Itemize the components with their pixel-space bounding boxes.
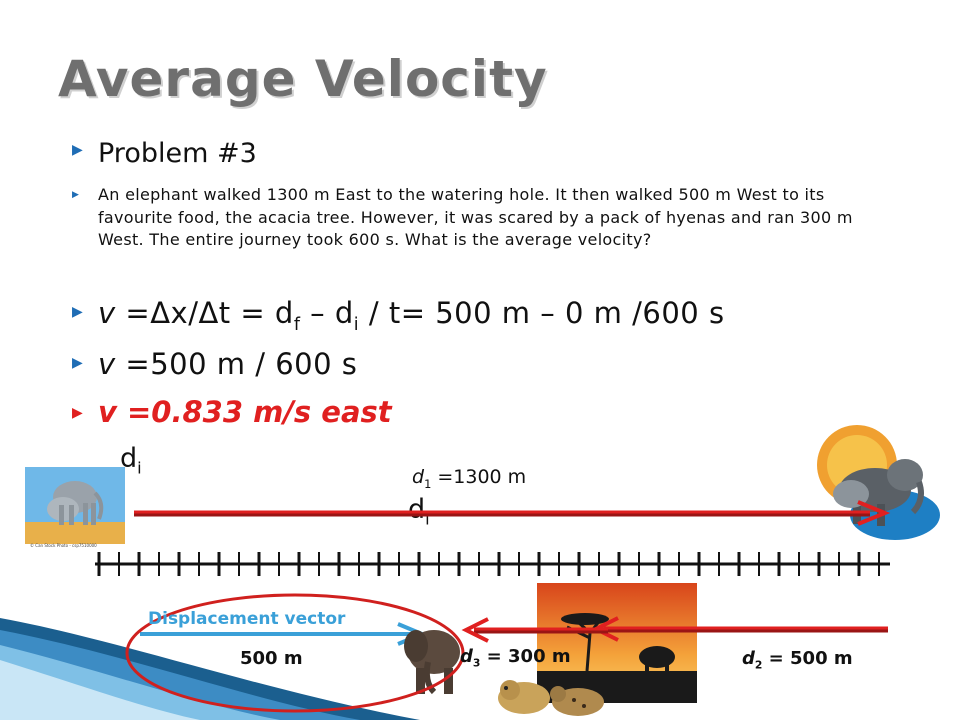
equation-line-1: v =Δx/Δt = df – di / t= 500 m – 0 m /600… bbox=[98, 296, 725, 335]
label-sub: i bbox=[137, 458, 142, 478]
elephant-watering-hole-image bbox=[817, 425, 940, 540]
d2-label: d2 = 500 m bbox=[742, 648, 853, 672]
label-sub: i bbox=[425, 509, 430, 529]
initial-position-label-mid: di bbox=[408, 494, 430, 528]
bullet-icon: ▶ bbox=[72, 142, 83, 158]
velocity-symbol: v bbox=[98, 347, 116, 381]
problem-text: An elephant walked 1300 m East to the wa… bbox=[98, 185, 853, 249]
slide-title: Average Velocity bbox=[58, 50, 548, 108]
label-d: d bbox=[460, 646, 473, 667]
bullet-icon: ▶ bbox=[72, 405, 83, 421]
answer-line: v =0.833 m/s east bbox=[98, 395, 392, 429]
velocity-symbol: v bbox=[98, 296, 116, 330]
initial-position-label: di bbox=[120, 443, 142, 477]
displacement-label: Displacement vector bbox=[148, 609, 346, 629]
sub-f: f bbox=[293, 314, 301, 335]
bullet-icon: ▶ bbox=[72, 355, 83, 371]
decorative-swoosh bbox=[0, 618, 420, 720]
sub-i: i bbox=[353, 314, 360, 335]
label-d: d bbox=[742, 648, 755, 669]
label-value: = 300 m bbox=[480, 646, 571, 667]
d3-label: d3 = 300 m bbox=[460, 646, 571, 670]
bullet-icon: ▶ bbox=[72, 304, 83, 320]
eq1-part: =Δx/Δt = d bbox=[115, 296, 294, 330]
d1-arrow bbox=[134, 500, 891, 526]
elephant-family-image bbox=[25, 467, 125, 544]
problem-heading: Problem #3 bbox=[98, 138, 257, 169]
eq1-part: – d bbox=[300, 296, 354, 330]
hyenas-image bbox=[498, 680, 604, 716]
eq1-part: / t= 500 m – 0 m /600 s bbox=[359, 296, 725, 330]
label-d: d bbox=[120, 443, 138, 474]
elephant-image bbox=[404, 630, 460, 695]
image-credit: © Can Stock Photo - csp7510000 bbox=[30, 543, 97, 548]
d2-arrow bbox=[591, 616, 888, 642]
label-d: d bbox=[408, 494, 426, 525]
label-d: d bbox=[412, 466, 425, 488]
bullet-icon: ▶ bbox=[72, 190, 79, 200]
highlight-circle bbox=[125, 593, 465, 713]
label-sub: 3 bbox=[472, 656, 481, 670]
label-value: =1300 m bbox=[431, 466, 527, 488]
displacement-value: 500 m bbox=[240, 648, 303, 669]
eq2-part: =500 m / 600 s bbox=[115, 347, 358, 381]
label-sub: 1 bbox=[424, 476, 432, 491]
d1-label: d1 =1300 m bbox=[412, 466, 526, 491]
label-sub: 2 bbox=[754, 658, 763, 672]
label-value: = 500 m bbox=[762, 648, 853, 669]
equation-line-2: v =500 m / 600 s bbox=[98, 347, 357, 381]
d3-arrow bbox=[461, 617, 608, 643]
number-line bbox=[95, 552, 890, 576]
